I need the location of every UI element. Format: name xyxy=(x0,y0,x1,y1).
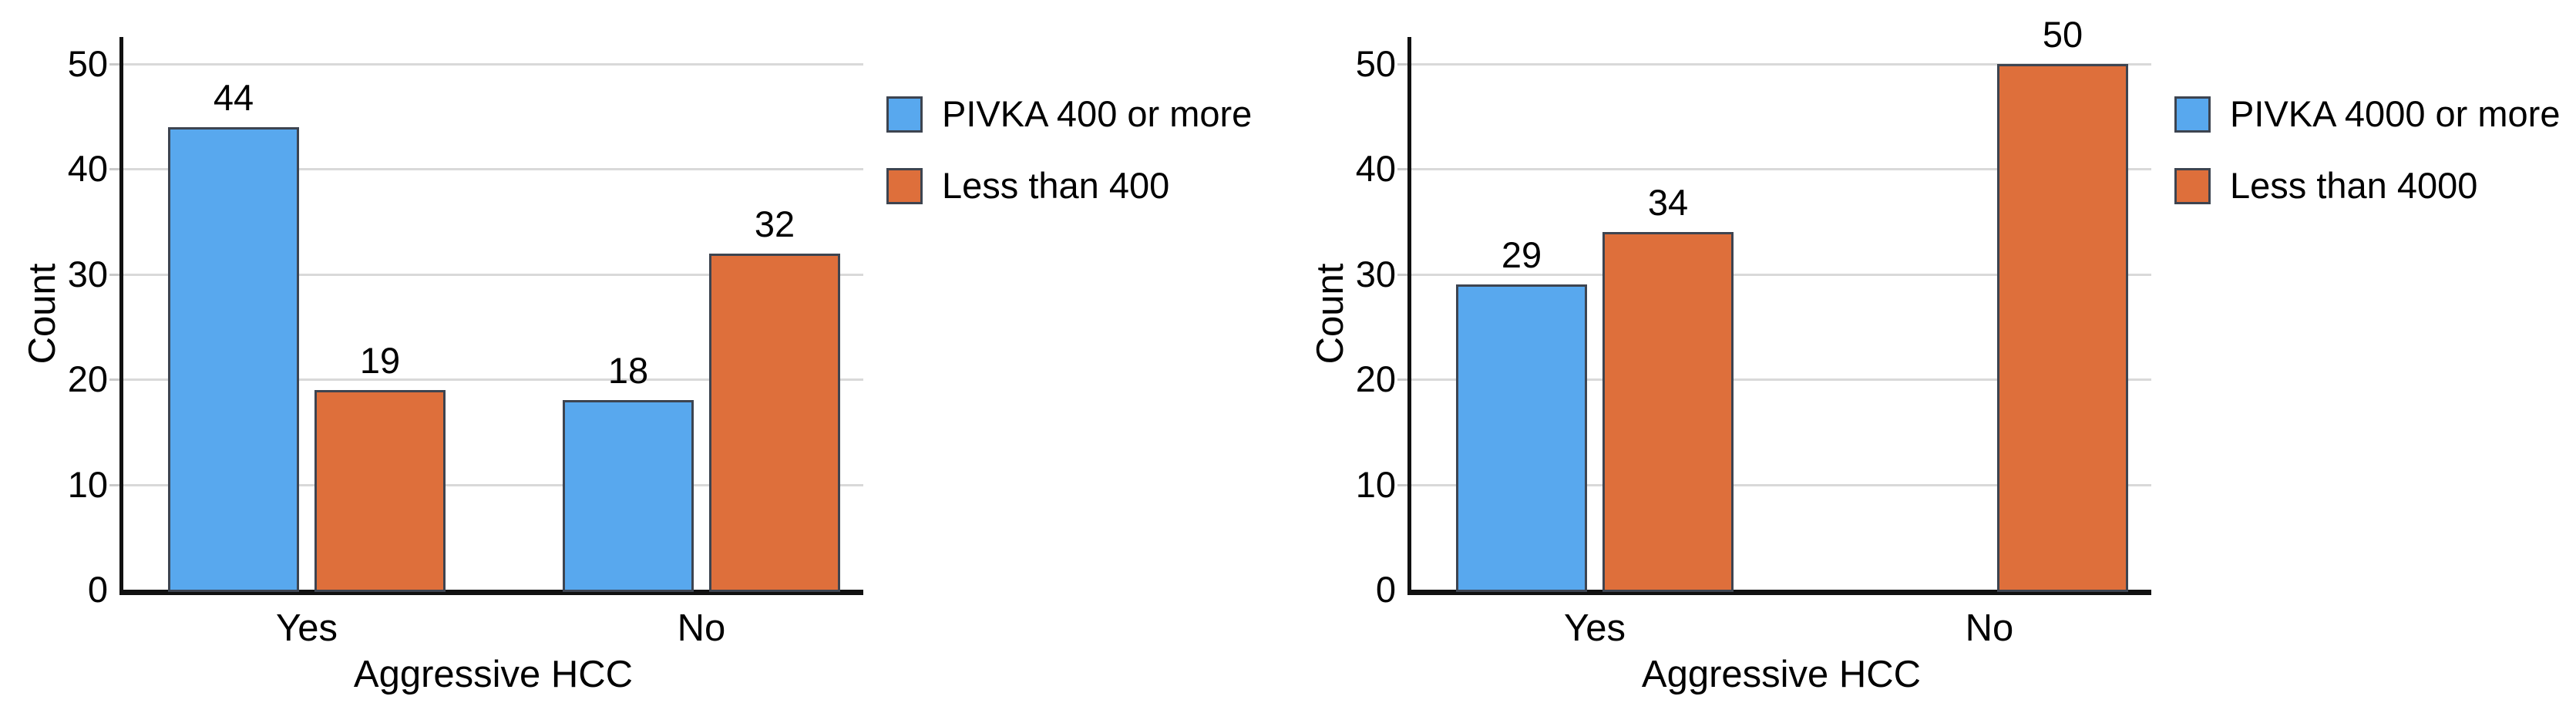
y-gridline xyxy=(1411,168,2151,171)
chart-panel-pivka-4000: Count 0 10 20 30 40 50 29 34 50 Yes No PIVKA 4000 o… xyxy=(1288,0,2576,703)
plot-area: 0 10 20 30 40 50 44 18 19 32 Yes No PIVKA 400 or mor… xyxy=(67,37,1253,649)
y-tick-label: 0 xyxy=(87,569,108,610)
legend-swatch-blue xyxy=(886,96,923,133)
legend-label: Less than 400 xyxy=(942,165,1170,206)
y-tick-label: 0 xyxy=(1375,569,1396,610)
y-gridline xyxy=(1411,63,2151,66)
x-axis-title: Aggressive HCC xyxy=(1641,654,1922,695)
y-tick-label: 50 xyxy=(1355,43,1396,84)
bar-value-label: 18 xyxy=(607,350,649,392)
y-tick-mark xyxy=(1397,483,1411,486)
y-tick-mark xyxy=(109,168,123,171)
legend-label: PIVKA 400 or more xyxy=(942,93,1253,134)
bar-orange xyxy=(709,253,840,592)
y-tick-mark xyxy=(109,63,123,66)
legend-label: PIVKA 4000 or more xyxy=(2230,93,2561,134)
y-gridline xyxy=(1411,378,2151,382)
category-label: No xyxy=(677,607,726,649)
x-axis-line xyxy=(119,590,863,595)
y-axis-line xyxy=(119,37,123,595)
y-tick-label: 40 xyxy=(1355,148,1396,190)
legend-swatch-blue xyxy=(2174,96,2211,133)
y-gridline xyxy=(123,273,863,276)
y-tick-label: 30 xyxy=(1355,253,1396,294)
y-gridline xyxy=(123,63,863,66)
bar-orange xyxy=(1997,64,2128,592)
y-tick-mark xyxy=(1397,378,1411,382)
x-axis-title: Aggressive HCC xyxy=(353,654,634,695)
bar-value-label: 34 xyxy=(1647,182,1689,224)
y-tick-mark xyxy=(109,273,123,276)
bar-blue xyxy=(168,126,299,592)
bar-value-label: 19 xyxy=(359,339,401,381)
bar-blue xyxy=(1456,284,1587,592)
plot-area: 0 10 20 30 40 50 29 34 50 Yes No PIVKA 4000 or more… xyxy=(1288,0,2576,703)
category-label: No xyxy=(1965,607,2014,649)
category-label: Yes xyxy=(276,607,338,649)
bar-orange xyxy=(1602,232,1734,592)
y-gridline xyxy=(123,378,863,382)
y-tick-mark xyxy=(1397,168,1411,171)
chart-panel-pivka-400: Count 0 10 20 30 40 50 44 18 19 32 Yes No PIVKA 400 … xyxy=(22,37,1253,695)
legend-label: Less than 4000 xyxy=(2230,165,2478,206)
bar-value-label: 50 xyxy=(2042,14,2083,55)
bar-value-label: 32 xyxy=(754,203,795,244)
bar-orange xyxy=(314,389,446,592)
y-tick-mark xyxy=(109,483,123,486)
bar-value-label: 29 xyxy=(1501,234,1542,276)
y-tick-label: 30 xyxy=(67,253,108,294)
bar-blue xyxy=(563,400,694,592)
bar-value-label: 44 xyxy=(213,76,254,118)
legend-swatch-orange xyxy=(2174,168,2211,204)
category-label: Yes xyxy=(1564,607,1626,649)
y-tick-mark xyxy=(109,378,123,382)
y-tick-mark xyxy=(1397,63,1411,66)
y-gridline xyxy=(123,168,863,171)
y-gridline xyxy=(1411,483,2151,486)
y-tick-mark xyxy=(1397,273,1411,276)
y-gridline xyxy=(123,483,863,486)
y-gridline xyxy=(1411,273,2151,276)
y-tick-label: 10 xyxy=(67,463,108,505)
y-tick-label: 40 xyxy=(67,148,108,190)
y-tick-label: 20 xyxy=(1355,358,1396,400)
y-axis-line xyxy=(1407,37,1411,595)
legend-swatch-orange xyxy=(886,168,923,204)
x-axis-line xyxy=(1407,590,2151,595)
y-tick-label: 20 xyxy=(67,358,108,400)
y-tick-label: 50 xyxy=(67,43,108,84)
y-tick-label: 10 xyxy=(1355,463,1396,505)
